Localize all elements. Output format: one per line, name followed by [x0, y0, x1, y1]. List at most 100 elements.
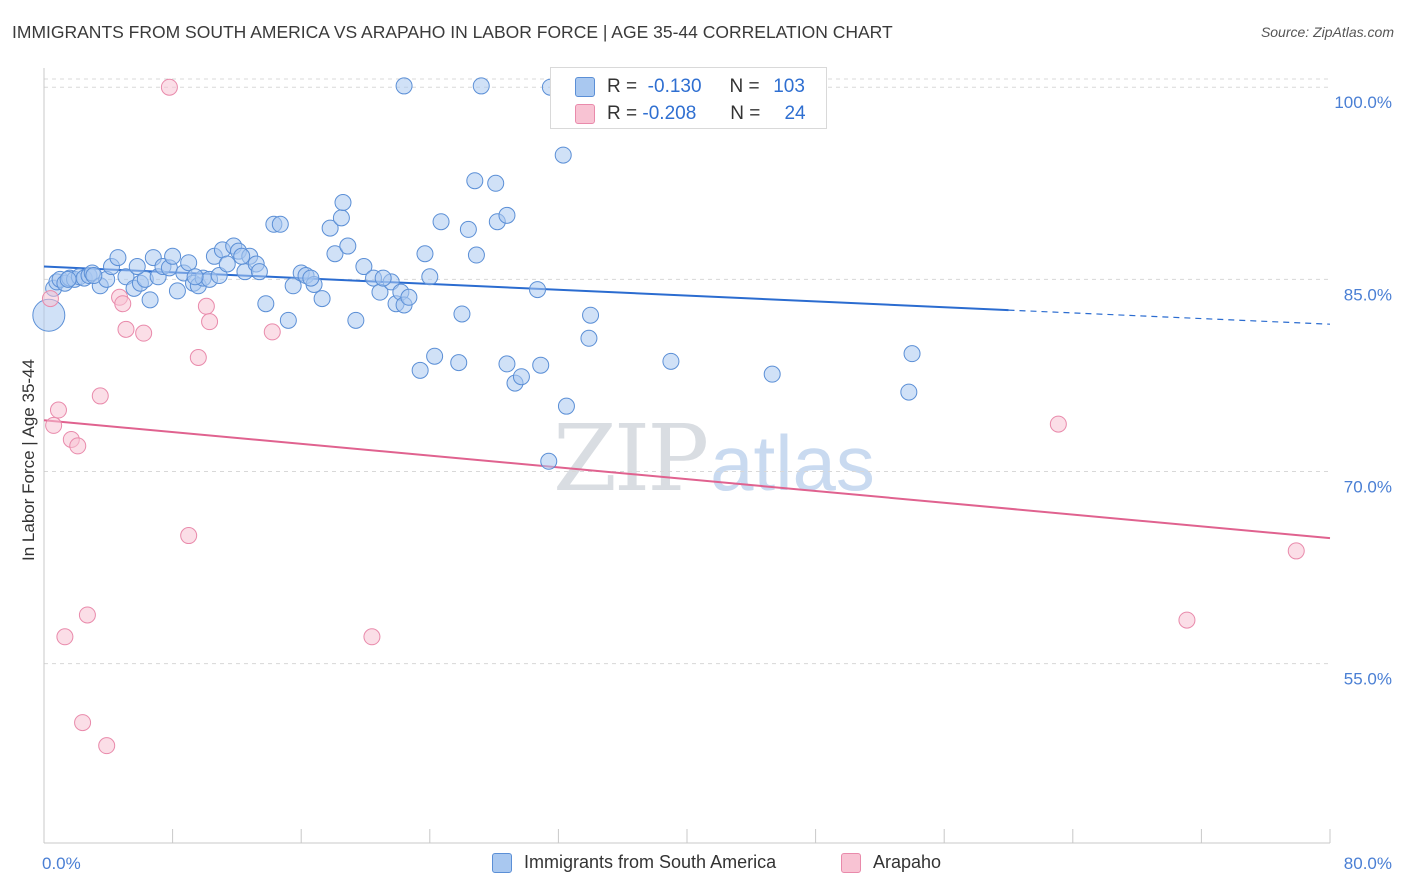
stat-r-label: R =	[607, 76, 638, 97]
point-arapaho	[114, 295, 132, 313]
legend-swatch-immigrants	[492, 852, 512, 873]
point-immigrants	[339, 237, 357, 255]
stat-r-label: R =	[607, 103, 638, 124]
stat-row-arapaho: R = -0.208 N = 24	[551, 101, 806, 127]
point-immigrants	[85, 267, 103, 285]
point-arapaho	[135, 324, 153, 342]
point-immigrants	[326, 245, 344, 263]
point-arapaho	[189, 349, 207, 367]
point-immigrants	[498, 206, 516, 224]
x-tick-label: 80.0%	[1344, 854, 1392, 873]
point-arapaho	[49, 401, 67, 419]
point-arapaho	[78, 606, 96, 624]
source-credit: Source: ZipAtlas.com	[1260, 24, 1394, 40]
point-immigrants	[554, 146, 572, 164]
y-tick-label: 100.0%	[1334, 93, 1392, 112]
point-arapaho	[160, 78, 178, 96]
point-immigrants	[395, 77, 413, 95]
y-axis-label: In Labor Force | Age 35-44	[19, 359, 38, 561]
point-immigrants	[459, 220, 477, 238]
point-arapaho	[74, 714, 92, 732]
point-immigrants	[347, 311, 365, 329]
stat-swatch-arapaho	[575, 104, 595, 124]
point-immigrants	[580, 329, 598, 347]
point-immigrants	[487, 174, 505, 192]
point-immigrants	[662, 352, 680, 370]
grid-lines	[44, 78, 1330, 665]
point-immigrants	[421, 268, 439, 286]
x-tick-label: 0.0%	[42, 854, 81, 873]
point-arapaho	[41, 290, 59, 308]
legend-item-arapaho: Arapaho	[841, 852, 941, 873]
point-immigrants	[416, 245, 434, 263]
point-immigrants	[540, 452, 558, 470]
point-immigrants	[426, 347, 444, 365]
point-arapaho	[201, 313, 219, 331]
stat-r-value: -0.208	[642, 103, 697, 124]
axes	[43, 68, 1331, 844]
point-immigrants	[498, 355, 516, 373]
point-immigrants	[450, 354, 468, 372]
y-tick-label: 55.0%	[1344, 670, 1392, 689]
point-arapaho	[1049, 415, 1067, 433]
watermark-zip: ZIP	[553, 405, 709, 512]
point-immigrants	[313, 290, 331, 308]
point-immigrants	[400, 288, 418, 306]
point-immigrants	[763, 365, 781, 383]
point-immigrants	[257, 295, 275, 313]
point-immigrants	[109, 249, 127, 267]
data-points	[32, 77, 1305, 755]
point-arapaho	[91, 387, 109, 405]
legend-label-immigrants: Immigrants from South America	[524, 852, 777, 872]
stat-n-label: N =	[730, 103, 761, 124]
point-arapaho	[363, 628, 381, 646]
stat-swatch-immigrants	[575, 77, 595, 97]
y-tick-label: 70.0%	[1344, 478, 1392, 497]
watermark: ZIPatlas	[553, 405, 875, 512]
legend-item-immigrants: Immigrants from South America	[492, 852, 776, 873]
point-immigrants	[467, 246, 485, 264]
trend-line-immigrants-extrapolated	[1008, 309, 1331, 325]
point-immigrants	[279, 311, 297, 329]
chart-title: IMMIGRANTS FROM SOUTH AMERICA VS ARAPAHO…	[12, 22, 893, 42]
point-immigrants	[332, 209, 350, 227]
correlation-legend: R = -0.130 N = 103 R = -0.208 N = 24	[550, 67, 827, 129]
point-immigrants	[284, 277, 302, 295]
legend-label-arapaho: Arapaho	[873, 852, 942, 872]
point-arapaho	[69, 437, 87, 455]
point-immigrants	[411, 361, 429, 379]
point-immigrants	[334, 194, 352, 212]
point-immigrants	[59, 270, 77, 288]
point-arapaho	[56, 628, 74, 646]
point-immigrants	[532, 356, 550, 374]
point-immigrants	[210, 267, 228, 285]
point-arapaho	[117, 320, 135, 338]
trend-line-arapaho	[43, 419, 1331, 540]
stat-n-label: N =	[729, 76, 760, 97]
stat-r-value: -0.130	[647, 76, 702, 97]
point-arapaho	[1178, 611, 1196, 629]
point-immigrants	[903, 345, 921, 363]
point-arapaho	[45, 416, 63, 434]
point-immigrants	[186, 268, 204, 286]
stat-n-value: 24	[784, 103, 806, 124]
point-immigrants	[453, 305, 471, 323]
point-immigrants	[302, 269, 320, 287]
point-immigrants	[374, 269, 392, 287]
point-immigrants	[250, 263, 268, 281]
tick-labels: 100.0% 85.0% 70.0% 55.0% 0.0% 80.0%	[42, 93, 1392, 873]
point-immigrants	[512, 368, 530, 386]
point-immigrants	[271, 215, 289, 233]
point-immigrants	[582, 306, 600, 324]
point-immigrants	[180, 254, 198, 272]
point-immigrants	[141, 291, 159, 309]
trend-lines	[43, 265, 1331, 540]
point-immigrants	[168, 282, 186, 300]
point-immigrants	[128, 258, 146, 276]
point-immigrants	[466, 172, 484, 190]
point-immigrants	[529, 281, 547, 299]
point-immigrants	[557, 397, 575, 415]
series-legend: Immigrants from South America Arapaho	[0, 850, 1406, 880]
point-arapaho	[1287, 542, 1305, 560]
